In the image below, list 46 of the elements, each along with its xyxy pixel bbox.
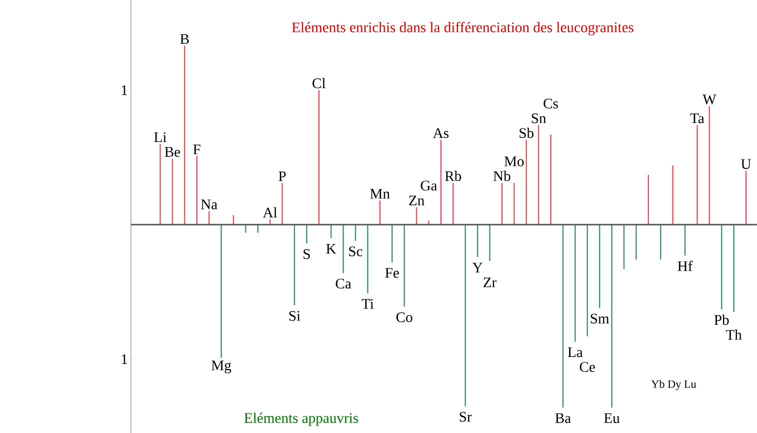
x-tick-label: Co bbox=[396, 312, 412, 322]
x-tick-label: Si bbox=[289, 310, 300, 321]
x-tick-label: Cl bbox=[312, 78, 326, 88]
x-tick-label: Pb bbox=[714, 314, 729, 325]
x-tick-label: K bbox=[326, 244, 336, 254]
x-tick-label: S bbox=[304, 249, 310, 259]
x-tick-label: Hf bbox=[678, 260, 693, 271]
x-tick-label: As bbox=[432, 128, 449, 138]
x-tick-label: Li bbox=[154, 132, 166, 142]
x-tick-label: Cs bbox=[544, 98, 558, 108]
x-tick-label: Sr bbox=[460, 412, 472, 422]
x-tick-label: Nb bbox=[493, 170, 510, 181]
x-tick-label: Th bbox=[726, 329, 742, 340]
x-tick-label: F bbox=[193, 144, 200, 154]
x-tick-label: Mo bbox=[504, 156, 524, 166]
x-tick-label: Sb bbox=[520, 128, 534, 138]
y-tick-label: 1 bbox=[122, 354, 128, 364]
x-tick-label: Eu bbox=[604, 413, 620, 423]
x-tick-label: P bbox=[278, 171, 286, 181]
x-tick-label: U bbox=[741, 159, 751, 169]
x-tick-label: W bbox=[702, 94, 716, 104]
x-tick-label: Sn bbox=[532, 113, 546, 124]
x-tick-label: Be bbox=[164, 147, 180, 157]
x-tick-label: Rb bbox=[445, 170, 462, 181]
x-tick-label: Y bbox=[472, 262, 482, 272]
y-tick-label: 1 bbox=[122, 85, 128, 95]
x-tick-label: Ta bbox=[690, 113, 704, 124]
x-tick-label: Mg bbox=[212, 360, 232, 374]
x-tick-label: Ba bbox=[555, 413, 571, 423]
x-tick-label: Ca bbox=[336, 278, 352, 288]
x-tick-label: Zn bbox=[409, 196, 424, 206]
x-tick-label: Mn bbox=[370, 188, 390, 198]
x-tick-label: Ti bbox=[362, 298, 374, 309]
annotation: Yb Dy Lu bbox=[651, 380, 696, 390]
x-tick-label: La bbox=[568, 347, 583, 358]
x-tick-label: Al bbox=[262, 207, 278, 218]
x-tick-label: B bbox=[180, 34, 189, 44]
annotation: Eléments appauvris bbox=[244, 412, 358, 426]
x-tick-label: Zr bbox=[484, 278, 496, 288]
x-tick-label: Fe bbox=[385, 268, 399, 278]
x-tick-label: Sm bbox=[590, 314, 610, 324]
x-tick-label: Ga bbox=[420, 180, 438, 190]
x-tick-label: Ce bbox=[580, 362, 595, 372]
text: Eléments enrichis dans la différenciation des leucogranites bbox=[292, 22, 634, 36]
x-tick-label: Na bbox=[200, 200, 218, 210]
x-tick-label: Sc bbox=[349, 246, 362, 256]
